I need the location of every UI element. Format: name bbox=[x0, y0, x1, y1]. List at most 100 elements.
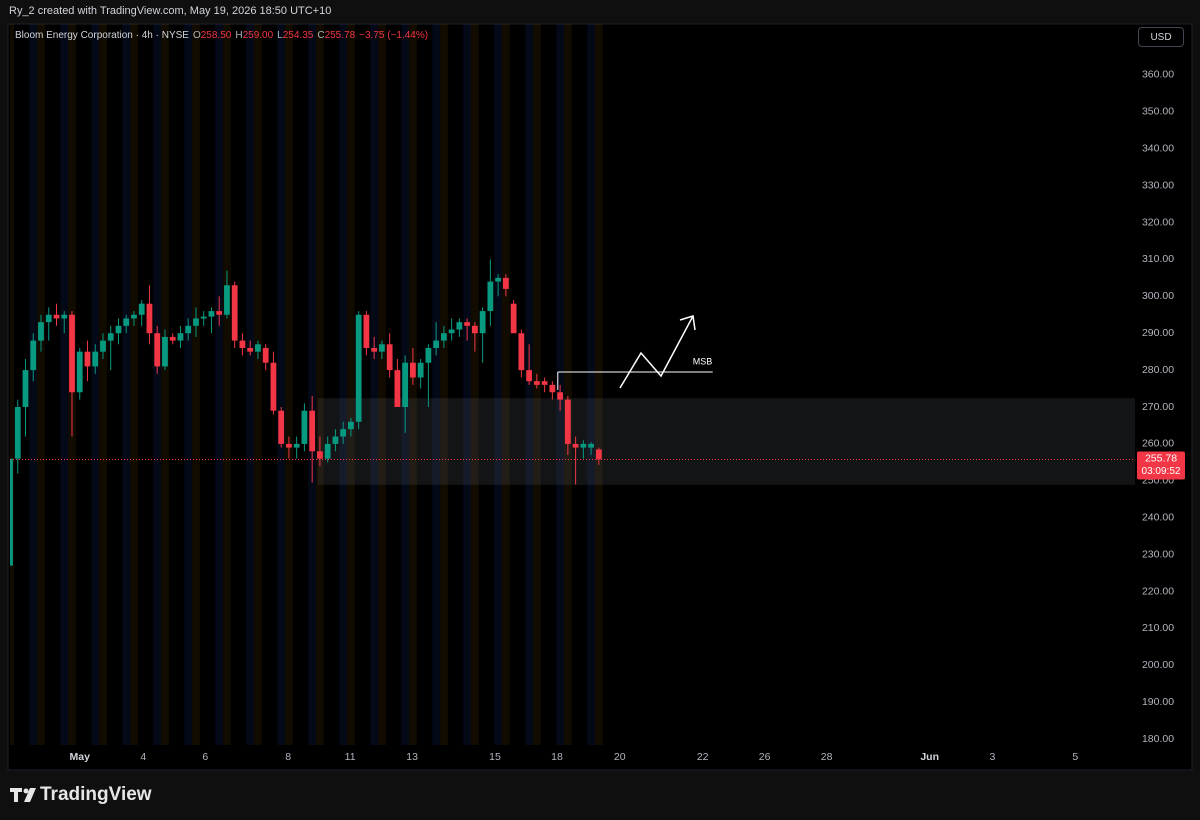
candle-body bbox=[14, 407, 21, 459]
arrow-drawing bbox=[619, 315, 696, 389]
session-band bbox=[153, 24, 162, 745]
chart-panel bbox=[7, 23, 1193, 771]
candle-body bbox=[84, 351, 91, 367]
session-band bbox=[10, 24, 14, 745]
x-tick-label: 3 bbox=[990, 751, 996, 763]
candle-body bbox=[53, 314, 60, 319]
arrow-head bbox=[679, 315, 696, 331]
session-band bbox=[501, 24, 510, 745]
candle-body bbox=[363, 314, 370, 348]
change: −3.75 (−1.44%) bbox=[359, 30, 429, 41]
candle-body bbox=[45, 314, 52, 323]
candle-body bbox=[193, 318, 199, 326]
y-tick-label: 360.00 bbox=[1142, 69, 1174, 81]
y-tick-label: 340.00 bbox=[1142, 142, 1174, 154]
candle-body bbox=[61, 314, 68, 319]
candle-body bbox=[495, 277, 502, 282]
candle-body bbox=[588, 443, 594, 448]
candle-body bbox=[464, 322, 471, 326]
candle-body bbox=[355, 314, 362, 422]
candle-body bbox=[154, 333, 161, 367]
candle-body bbox=[564, 399, 571, 444]
y-tick-label: 180.00 bbox=[1142, 733, 1174, 745]
symbol-title: Bloom Energy Corporation · 4h · NYSE bbox=[15, 30, 189, 41]
attribution: Ry_2 created with TradingView.com, May 1… bbox=[9, 5, 332, 17]
x-tick-label: 22 bbox=[697, 751, 709, 763]
candle-body bbox=[557, 392, 564, 400]
session-band bbox=[285, 24, 293, 745]
ohlc-key: C bbox=[317, 30, 325, 41]
candle-body bbox=[247, 347, 254, 352]
y-tick-label: 220.00 bbox=[1142, 585, 1174, 597]
candle-body bbox=[69, 314, 75, 393]
x-tick-label: Jun bbox=[920, 751, 939, 763]
y-tick-label: 330.00 bbox=[1142, 179, 1174, 191]
session-band bbox=[532, 24, 541, 745]
ohlc-item: H259.00 bbox=[235, 30, 273, 41]
candle-body bbox=[177, 333, 184, 341]
y-tick-label: 270.00 bbox=[1142, 401, 1174, 413]
candle-body bbox=[572, 443, 579, 448]
candle-body bbox=[107, 333, 114, 341]
x-tick-label: May bbox=[70, 751, 91, 763]
session-band bbox=[184, 24, 193, 745]
session-band bbox=[91, 24, 100, 745]
session-band bbox=[122, 24, 131, 745]
candle-body bbox=[324, 443, 331, 459]
candle-body bbox=[255, 344, 261, 352]
session-band bbox=[525, 24, 533, 745]
y-tick-label: 230.00 bbox=[1142, 548, 1174, 560]
session-band bbox=[556, 24, 564, 745]
candle-body bbox=[38, 322, 44, 341]
candle-body bbox=[278, 410, 285, 444]
candle-body bbox=[301, 410, 308, 444]
session-band bbox=[223, 24, 231, 745]
ohlc-value: 255.78 bbox=[324, 30, 356, 41]
candle-body bbox=[348, 421, 354, 430]
session-band bbox=[130, 24, 138, 745]
session-band bbox=[246, 24, 255, 745]
candle-body bbox=[580, 443, 587, 448]
logo-part bbox=[24, 788, 36, 802]
ohlc-key: O bbox=[192, 30, 201, 41]
candle-body bbox=[549, 384, 556, 393]
y-tick-label: 310.00 bbox=[1142, 253, 1174, 265]
x-tick-label: 11 bbox=[345, 751, 356, 763]
x-tick-label: 18 bbox=[551, 751, 563, 763]
candle-body bbox=[239, 340, 246, 348]
candle-body bbox=[30, 340, 37, 371]
session-band bbox=[215, 24, 224, 745]
currency-button[interactable]: USD bbox=[1138, 27, 1184, 47]
session-band bbox=[347, 24, 355, 745]
logo bbox=[10, 788, 36, 802]
candle-body bbox=[131, 314, 137, 319]
candle-body bbox=[487, 281, 494, 312]
x-tick-label: 6 bbox=[202, 751, 208, 763]
candle-body bbox=[200, 316, 207, 319]
session-band bbox=[254, 24, 262, 745]
candle-body bbox=[448, 329, 455, 334]
watermark: TradingView bbox=[40, 784, 152, 805]
candle-body bbox=[146, 303, 153, 334]
candle-body bbox=[541, 381, 548, 385]
candle-body bbox=[502, 277, 509, 289]
y-tick-label: 300.00 bbox=[1142, 290, 1174, 302]
x-tick-label: 26 bbox=[759, 751, 771, 763]
x-tick-label: 8 bbox=[285, 751, 291, 763]
session-band bbox=[339, 24, 348, 745]
session-band bbox=[378, 24, 386, 745]
plot bbox=[10, 259, 1135, 566]
session-band bbox=[463, 24, 472, 745]
session-band bbox=[37, 24, 45, 745]
y-tick-label: 240.00 bbox=[1142, 511, 1174, 523]
candle-body bbox=[417, 362, 424, 378]
candle-body bbox=[425, 347, 432, 363]
x-tick-label: 13 bbox=[406, 751, 418, 763]
candle-body bbox=[138, 303, 145, 315]
candle-body bbox=[433, 340, 440, 348]
arrow-path bbox=[619, 315, 694, 389]
session-band bbox=[494, 24, 502, 745]
session-band bbox=[60, 24, 69, 745]
